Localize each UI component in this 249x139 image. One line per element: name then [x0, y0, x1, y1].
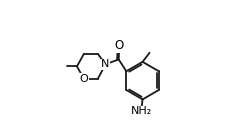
Text: O: O	[79, 74, 88, 84]
Text: N: N	[101, 59, 110, 69]
Text: NH₂: NH₂	[130, 106, 152, 116]
Text: O: O	[115, 39, 124, 52]
